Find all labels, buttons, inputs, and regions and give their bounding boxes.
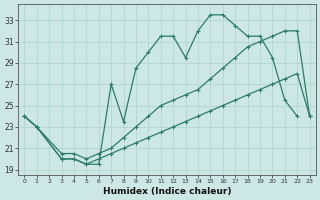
- X-axis label: Humidex (Indice chaleur): Humidex (Indice chaleur): [103, 187, 231, 196]
